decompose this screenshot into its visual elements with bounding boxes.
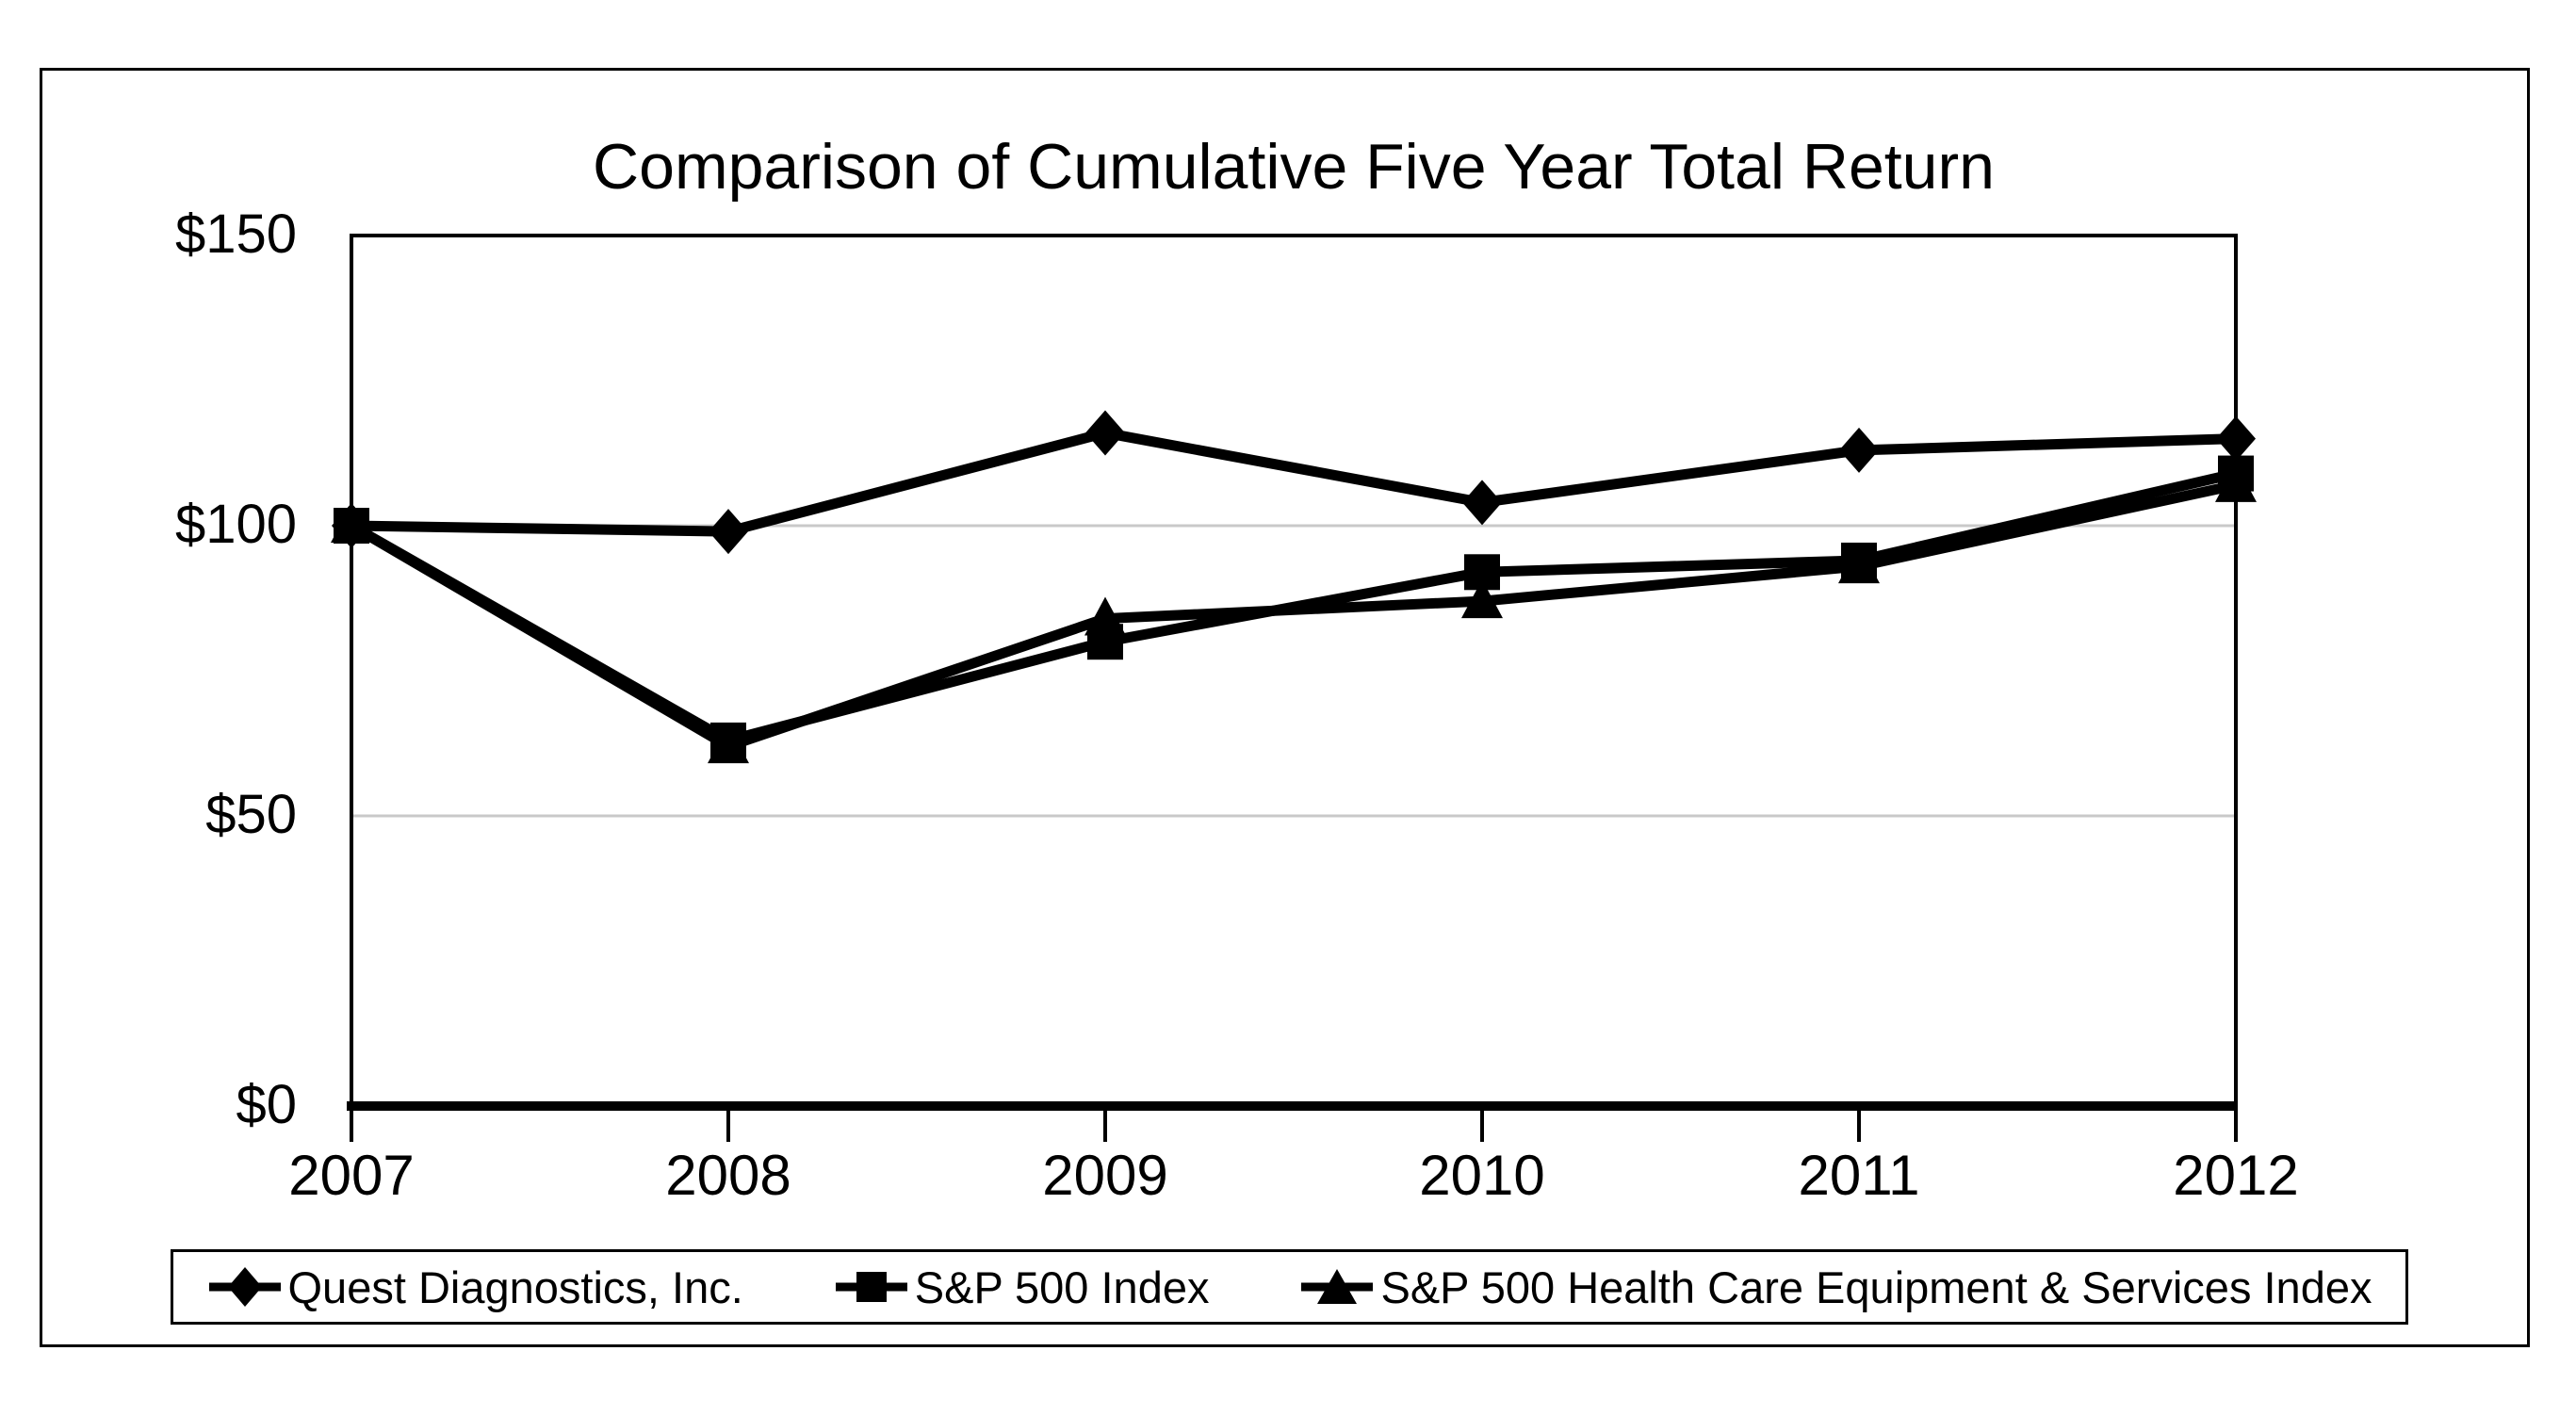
square-marker [1464,554,1500,591]
y-tick-label-150: $150 [174,203,297,265]
legend-item-sp500-healthcare: S&P 500 Health Care Equipment & Services… [1299,1265,2372,1310]
square-marker [1087,624,1123,660]
diamond-marker [1085,410,1125,456]
legend-item-quest-diagnostics: Quest Diagnostics, Inc. [207,1265,743,1310]
triangle-marker [1461,579,1503,619]
square-marker [1841,542,1877,578]
diamond-marker [1839,427,1879,473]
diamond-marker-icon [208,1267,281,1307]
series-line-diamond [351,427,2237,537]
chart-legend: Quest Diagnostics, Inc. S&P 500 Index S&… [171,1249,2408,1325]
x-tick-label-2009: 2009 [1042,1144,1168,1207]
square-marker [334,508,369,544]
square-marker [710,722,746,758]
x-tick-label-2007: 2007 [288,1144,415,1207]
diamond-marker [709,509,748,555]
diamond-marker [2216,415,2256,462]
x-tick-label-2008: 2008 [665,1144,791,1207]
chart-title: Comparison of Cumulative Five Year Total… [593,131,1995,203]
y-tick-label-100: $100 [174,493,297,555]
square-marker [2218,455,2254,492]
legend-label-sp500: S&P 500 Index [914,1261,1210,1312]
legend-label-quest-diagnostics: Quest Diagnostics, Inc. [287,1261,743,1312]
diamond-marker [1462,480,1502,526]
x-tick-label-2012: 2012 [2173,1144,2299,1207]
legend-label-sp500-healthcare: S&P 500 Health Care Equipment & Services… [1380,1261,2372,1312]
plot-border [350,234,2238,1108]
x-tick-label-2011: 2011 [1798,1144,1920,1207]
y-tick-label-50: $50 [205,783,297,845]
x-tick-label-2010: 2010 [1419,1144,1545,1207]
legend-item-sp500: S&P 500 Index [834,1261,1210,1312]
series-line-square [349,468,2238,746]
square-marker-icon [835,1272,907,1302]
y-tick-label-0: $0 [236,1073,297,1135]
figure-border [40,68,2530,1347]
series-line-triangle [349,480,2238,753]
triangle-marker-icon [1301,1269,1374,1304]
